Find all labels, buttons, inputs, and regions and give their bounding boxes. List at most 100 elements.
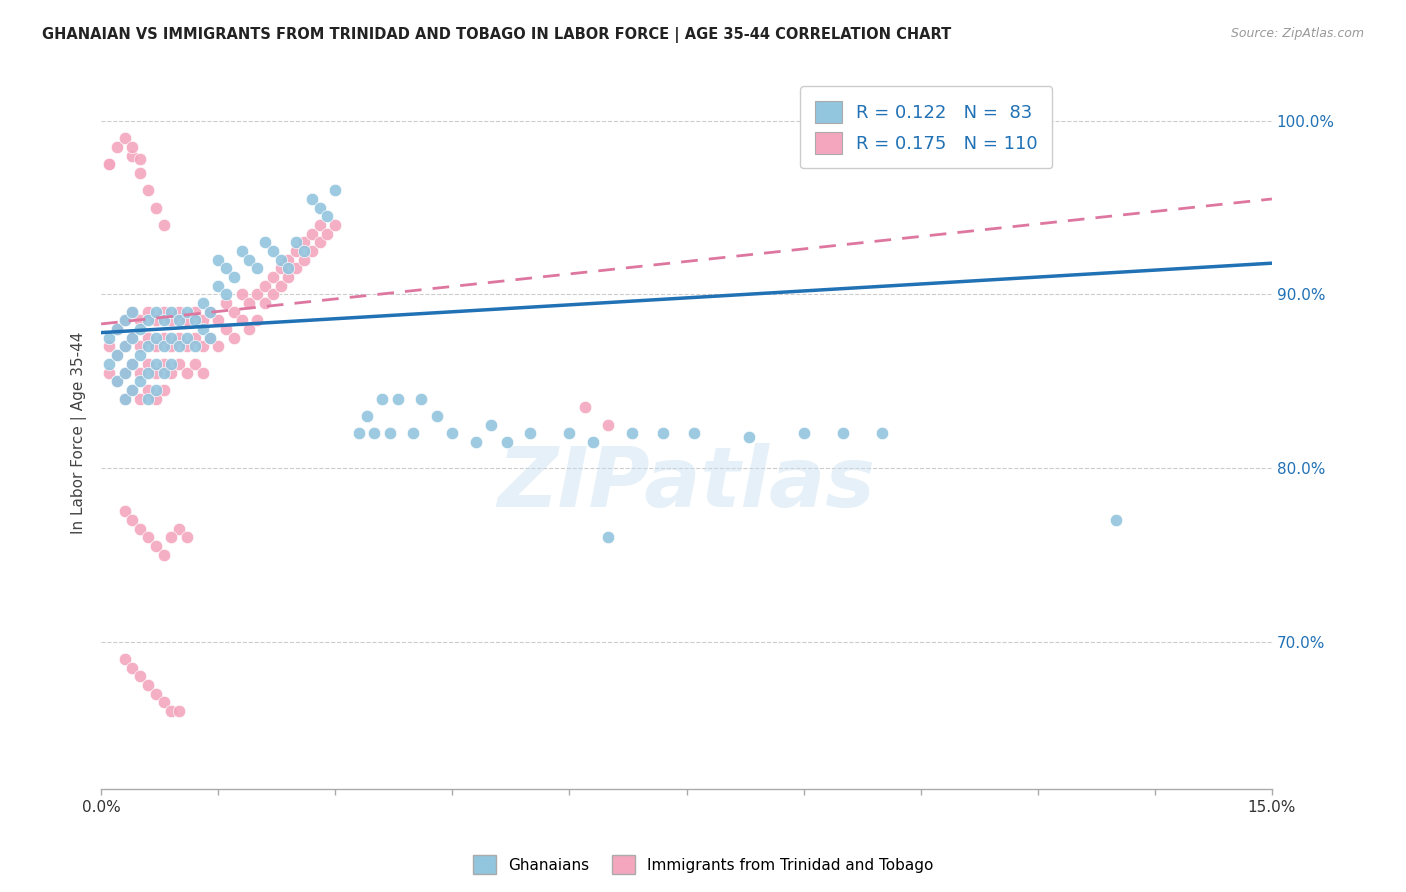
Point [176,331,198,345]
Point [426,409,449,423]
Point [152,383,174,397]
Point [121,331,143,345]
Point [114,339,136,353]
Point [254,278,277,293]
Point [136,183,159,197]
Point [402,426,425,441]
Point [160,339,183,353]
Point [870,426,893,441]
Point [121,331,143,345]
Point [167,704,190,718]
Point [160,531,183,545]
Point [152,218,174,232]
Point [152,695,174,709]
Point [97,339,120,353]
Point [222,331,245,345]
Point [215,322,238,336]
Point [323,183,346,197]
Point [167,339,190,353]
Point [129,313,152,327]
Point [114,131,136,145]
Point [152,357,174,371]
Point [598,417,620,432]
Point [129,152,152,166]
Point [121,513,143,527]
Point [114,504,136,518]
Point [200,331,222,345]
Point [160,305,183,319]
Point [152,331,174,345]
Point [145,539,167,553]
Point [160,357,183,371]
Point [496,434,519,449]
Point [167,305,190,319]
Point [620,426,643,441]
Point [97,157,120,171]
Point [191,296,214,310]
Point [145,201,167,215]
Y-axis label: In Labor Force | Age 35-44: In Labor Force | Age 35-44 [72,332,87,534]
Point [231,287,253,301]
Point [152,339,174,353]
Point [231,244,253,258]
Point [184,357,207,371]
Point [129,669,152,683]
Point [136,305,159,319]
Point [145,339,167,353]
Point [114,339,136,353]
Legend: Ghanaians, Immigrants from Trinidad and Tobago: Ghanaians, Immigrants from Trinidad and … [467,849,939,880]
Point [145,366,167,380]
Point [301,192,323,206]
Point [121,148,143,162]
Text: ZIPatlas: ZIPatlas [498,442,876,524]
Point [277,261,299,276]
Point [97,331,120,345]
Point [652,426,675,441]
Point [411,392,433,406]
Point [136,392,159,406]
Point [184,339,207,353]
Point [200,331,222,345]
Point [574,401,596,415]
Point [301,227,323,241]
Point [308,235,330,250]
Point [191,339,214,353]
Point [793,426,815,441]
Point [114,313,136,327]
Point [160,704,183,718]
Point [254,235,277,250]
Point [277,252,299,267]
Point [114,392,136,406]
Point [246,313,269,327]
Point [308,201,330,215]
Point [145,305,167,319]
Point [114,313,136,327]
Point [558,426,581,441]
Point [136,678,159,692]
Point [207,278,229,293]
Point [121,140,143,154]
Point [363,426,385,441]
Point [145,313,167,327]
Point [292,252,315,267]
Point [136,339,159,353]
Point [136,313,159,327]
Point [105,322,128,336]
Point [184,313,207,327]
Point [121,357,143,371]
Point [129,339,152,353]
Point [238,322,260,336]
Point [316,227,339,241]
Point [121,305,143,319]
Point [238,296,260,310]
Point [323,218,346,232]
Point [145,392,167,406]
Point [114,366,136,380]
Point [356,409,378,423]
Point [378,426,401,441]
Point [292,235,315,250]
Point [238,252,260,267]
Point [105,140,128,154]
Point [105,348,128,362]
Point [129,348,152,362]
